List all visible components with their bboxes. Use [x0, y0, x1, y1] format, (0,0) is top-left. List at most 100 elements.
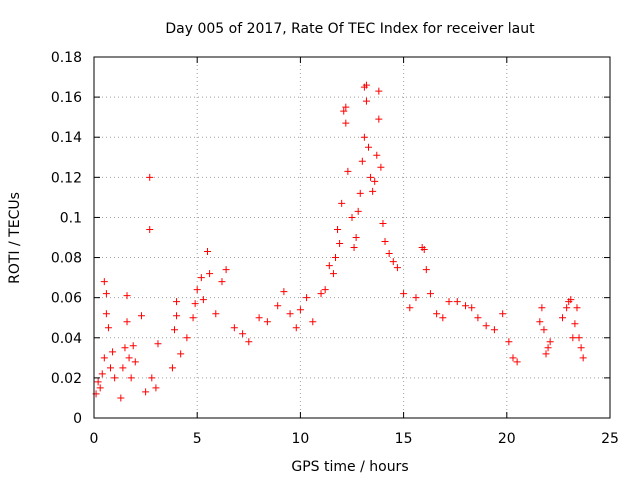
plot-frame	[93, 56, 611, 419]
data-point	[100, 354, 108, 362]
data-point	[329, 270, 337, 278]
data-point	[445, 298, 453, 306]
data-point	[406, 304, 414, 312]
data-point	[100, 278, 108, 286]
data-point	[482, 322, 490, 330]
data-point	[577, 344, 585, 352]
data-point	[350, 244, 358, 252]
data-point	[542, 350, 550, 358]
data-point	[239, 330, 247, 338]
data-point	[117, 394, 125, 402]
data-point	[193, 286, 201, 294]
data-point	[129, 342, 137, 350]
data-point	[356, 189, 364, 197]
data-point	[94, 378, 102, 386]
data-point	[439, 314, 447, 322]
data-point	[119, 364, 127, 372]
data-point	[325, 262, 333, 270]
axis-ticks: 0 5 10 15 20 25 0 0.02 0.04 0.06 0.08 0.1 0.12 0.14 0.…	[51, 50, 619, 447]
data-point	[104, 324, 112, 332]
data-point	[142, 388, 150, 396]
data-point	[373, 151, 381, 159]
data-point	[563, 304, 571, 312]
data-point	[212, 310, 220, 318]
data-point	[334, 225, 342, 233]
data-point	[109, 348, 117, 356]
data-point	[538, 304, 546, 312]
data-point	[540, 326, 548, 334]
data-point	[107, 364, 115, 372]
data-point	[173, 312, 181, 320]
data-point	[274, 302, 282, 310]
data-point	[367, 173, 375, 181]
data-point	[362, 81, 370, 89]
data-point	[426, 290, 434, 298]
data-point	[255, 314, 263, 322]
data-point	[125, 354, 133, 362]
data-point	[338, 199, 346, 207]
data-point	[123, 318, 131, 326]
data-point	[189, 314, 197, 322]
data-point	[571, 320, 579, 328]
data-point	[579, 354, 587, 362]
data-point	[102, 290, 110, 298]
data-point	[96, 384, 104, 392]
data-point	[375, 115, 383, 123]
data-point	[218, 278, 226, 286]
data-point	[365, 143, 373, 151]
data-point	[245, 338, 253, 346]
chart-title: Day 005 of 2017, Rate Of TEC Index for r…	[165, 21, 535, 37]
y-tick-label: 0.12	[51, 170, 82, 186]
y-tick-label: 0.14	[51, 130, 82, 146]
data-point	[168, 364, 176, 372]
data-point	[377, 163, 385, 171]
data-point	[412, 294, 420, 302]
y-tick-label: 0.04	[51, 331, 82, 347]
grid-lines	[94, 57, 610, 418]
data-point	[379, 219, 387, 227]
x-axis-label: GPS time / hours	[291, 459, 408, 475]
data-point	[331, 254, 339, 262]
data-point	[575, 334, 583, 342]
data-point	[490, 326, 498, 334]
data-point	[513, 358, 521, 366]
x-tick-label: 20	[498, 431, 516, 447]
data-point	[303, 294, 311, 302]
x-tick-label: 5	[193, 431, 202, 447]
data-point	[111, 374, 119, 382]
data-point	[385, 250, 393, 258]
data-point	[148, 374, 156, 382]
data-point	[206, 270, 214, 278]
y-tick-label: 0.16	[51, 90, 82, 106]
data-points	[92, 81, 587, 402]
data-point	[131, 358, 139, 366]
data-point	[358, 157, 366, 165]
data-point	[127, 374, 135, 382]
data-point	[121, 344, 129, 352]
y-tick-label: 0.08	[51, 251, 82, 267]
data-point	[567, 296, 575, 304]
data-point	[177, 350, 185, 358]
data-point	[509, 354, 517, 362]
data-point	[296, 306, 304, 314]
data-point	[222, 266, 230, 274]
data-point	[344, 167, 352, 175]
data-point	[342, 119, 350, 127]
data-point	[420, 246, 428, 254]
data-point	[204, 248, 212, 256]
x-tick-label: 10	[291, 431, 309, 447]
data-point	[422, 266, 430, 274]
data-point	[154, 340, 162, 348]
data-point	[199, 296, 207, 304]
data-point	[98, 370, 106, 378]
data-point	[146, 173, 154, 181]
data-point	[499, 310, 507, 318]
data-point	[263, 318, 271, 326]
data-point	[340, 107, 348, 115]
data-point	[462, 302, 470, 310]
data-point	[362, 97, 370, 105]
data-point	[191, 300, 199, 308]
data-point	[453, 298, 461, 306]
